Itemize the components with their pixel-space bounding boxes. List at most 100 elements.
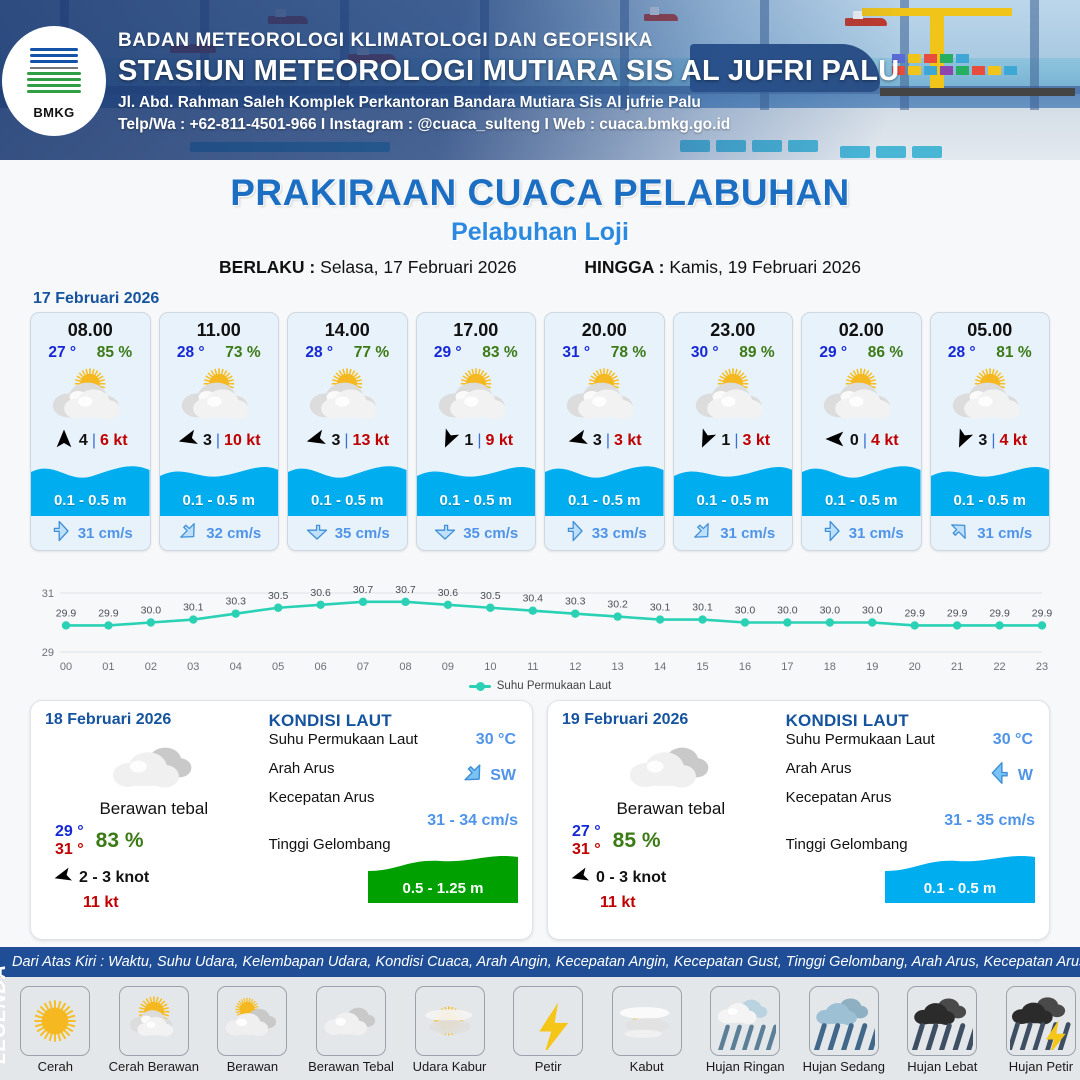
daily-condition: Berawan tebal [616, 799, 726, 818]
legend-main: Dari Atas Kiri : Waktu, Suhu Udara, Kele… [0, 947, 1080, 1080]
svg-text:03: 03 [187, 661, 199, 673]
legend-item-label: Kabut [629, 1058, 664, 1074]
forecast-card: 23.00 30 ° 89 % 1 | 3 kt 0.1 - 0.5 m [672, 312, 793, 551]
daily-date: 19 Februari 2026 [562, 711, 689, 728]
humidity: 85 % [96, 344, 133, 361]
daily-wind-row: 0 - 3 knot [562, 866, 780, 891]
berawan-icon [217, 985, 288, 1056]
wave-height: 0.1 - 0.5 m [696, 492, 770, 509]
forecast-time: 08.00 [67, 320, 113, 340]
legend-item: Berawan Tebal [305, 985, 397, 1074]
berawan-tebal-icon [45, 729, 263, 791]
svg-text:30.0: 30.0 [862, 605, 883, 617]
current-speed: 33 cm/s [591, 524, 647, 542]
wave-height-label: Tinggi Gelombang [268, 836, 391, 853]
wind-scale: 3 [202, 432, 212, 449]
forecast-time: 23.00 [710, 320, 756, 340]
svg-text:29.9: 29.9 [904, 607, 925, 619]
wind-separator: | [477, 432, 482, 449]
wind-direction-icon [570, 866, 590, 891]
wind-separator: | [215, 432, 221, 449]
current-speed: 31 cm/s [977, 524, 1033, 542]
forecast-card: 05.00 28 ° 81 % 3 | 4 kt 0.1 - 0.5 m [929, 312, 1050, 551]
cerah-berawan-icon [288, 362, 407, 424]
wind-separator: | [91, 432, 96, 449]
svg-text:21: 21 [951, 661, 963, 673]
svg-text:02: 02 [145, 661, 157, 673]
forecast-time: 11.00 [196, 320, 241, 340]
current-direction-icon [460, 760, 486, 791]
wave-height: 0.1 - 0.5 m [824, 492, 898, 509]
daily-panels-row: 18 Februari 2026 Berawan tebal 29 ° 31 °… [0, 692, 1080, 940]
wave-shape [545, 466, 664, 516]
cerah-berawan-icon [931, 362, 1050, 424]
valid-from-value: Selasa, 17 Februari 2026 [320, 257, 517, 277]
current-direction-icon [562, 519, 586, 547]
svg-text:30.6: 30.6 [438, 587, 459, 599]
svg-text:16: 16 [739, 661, 751, 673]
petir-icon [513, 985, 584, 1056]
chart-legend: Suhu Permukaan Laut [0, 680, 1080, 692]
wave-band: 0.1 - 0.5 m [673, 458, 792, 516]
forecast-card: 02.00 29 ° 86 % 0 | 4 kt 0.1 - 0.5 m [801, 312, 922, 551]
wind-separator: | [734, 432, 739, 449]
cerah-berawan-icon [160, 362, 279, 424]
bmkg-logo-mark [23, 42, 85, 104]
wave-band: 0.1 - 0.5 m [930, 458, 1049, 516]
wind-direction-icon [952, 427, 974, 455]
legend-item: Kabut [601, 985, 693, 1074]
valid-until-label: HINGGA : [584, 257, 665, 277]
daily-temp-max: 31 ° [55, 841, 84, 859]
wind-scale: 1 [464, 432, 474, 449]
humidity: 77 % [353, 344, 390, 361]
wave-band: 0.1 - 0.5 m [31, 458, 150, 516]
air-temperature: 28 ° [176, 344, 205, 361]
svg-text:29.9: 29.9 [1032, 607, 1053, 619]
wave-shape [930, 466, 1049, 516]
svg-text:30.7: 30.7 [395, 584, 416, 596]
daily-forecast-panel: 18 Februari 2026 Berawan tebal 29 ° 31 °… [30, 700, 533, 940]
svg-text:30.6: 30.6 [310, 587, 331, 599]
legend-item: Berawan [206, 985, 298, 1074]
wave-height: 0.1 - 0.5 m [310, 492, 384, 509]
station-contact: Telp/Wa : +62-811-4501-966 I Instagram :… [118, 116, 731, 133]
svg-text:30.0: 30.0 [735, 605, 756, 617]
title-block: PRAKIRAAN CUACA PELABUHAN Pelabuhan Loji… [0, 160, 1080, 278]
wave-height-value: 0.1 - 0.5 m [923, 880, 997, 897]
temp-humidity-row: 29 ° 83 % [417, 342, 536, 362]
legend-item: Udara Kabur [404, 985, 496, 1074]
legend-item: Petir [502, 985, 594, 1074]
current-speed-row: Kecepatan Arus [786, 789, 1035, 818]
current-speed: 35 cm/s [463, 524, 519, 542]
header-overlay-tint [0, 0, 1080, 160]
udara-kabur-icon [414, 985, 485, 1056]
daily-temp-min: 27 ° [572, 823, 601, 840]
svg-text:30.1: 30.1 [183, 602, 204, 614]
forecast-time: 02.00 [838, 320, 884, 340]
wind-separator: | [605, 432, 610, 449]
chart-legend-label: Suhu Permukaan Laut [496, 680, 612, 692]
svg-text:31: 31 [42, 588, 54, 600]
valid-until-value: Kamis, 19 Februari 2026 [669, 257, 861, 277]
wave-chip-shape [368, 856, 518, 903]
air-temperature: 30 ° [690, 344, 719, 361]
daily-wind-range: 0 - 3 knot [596, 869, 667, 887]
cerah-berawan-icon [118, 985, 189, 1056]
wind-separator: | [344, 432, 349, 449]
sst-chart: 31 29 29.9 00 29.9 01 30.0 02 30.1 03 30.3 04 30.5 05… [20, 563, 1060, 678]
forecast-card: 08.00 27 ° 85 % 4 | 6 kt 0.1 - 0.5 m [30, 312, 151, 551]
valid-from-label: BERLAKU : [219, 257, 316, 277]
wave-height-row: Tinggi Gelombang [269, 836, 518, 865]
current-direction-icon [176, 519, 200, 547]
wind-gust-speed: 9 kt [485, 432, 514, 449]
legend-item-label: Hujan Ringan [705, 1058, 785, 1074]
svg-text:30.4: 30.4 [523, 593, 544, 605]
air-temperature: 28 ° [947, 344, 976, 361]
wind-scale: 3 [331, 432, 341, 449]
humidity: 86 % [867, 344, 904, 361]
current-direction-value-wrap: W [988, 760, 1033, 791]
current-speed-value: 31 - 35 cm/s [944, 812, 1035, 829]
wind-row: 3 | 13 kt [288, 424, 407, 458]
bmkg-logo-text: BMKG [33, 105, 75, 120]
wind-direction-icon [824, 428, 846, 455]
